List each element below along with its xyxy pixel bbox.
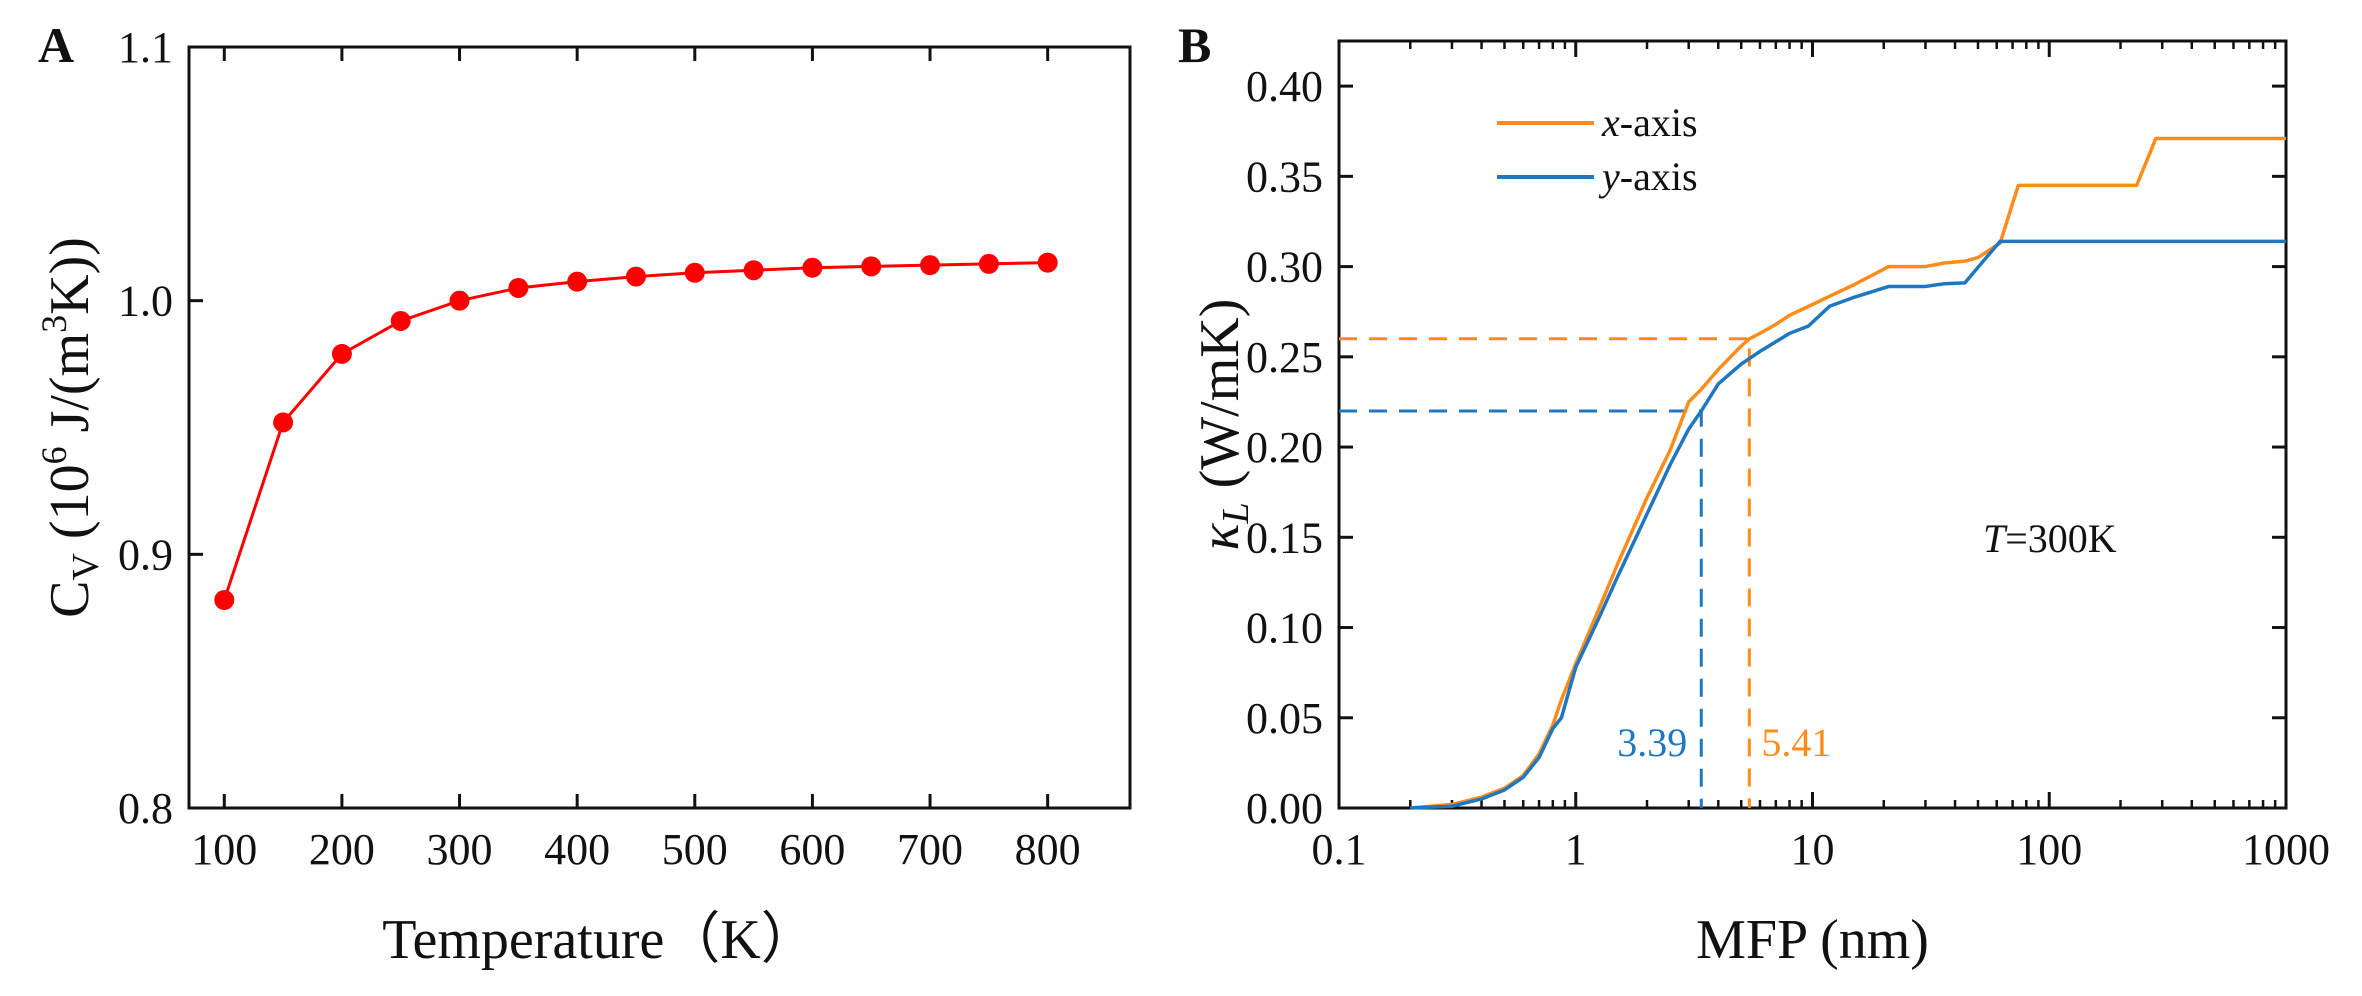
legend-entry: x-axis (1601, 100, 1698, 145)
x-tick-label: 400 (544, 825, 610, 874)
series-line (222, 261, 1048, 601)
legend-label-italic: x (1601, 100, 1620, 145)
annotation-value: =300K (2005, 516, 2117, 561)
y-tick-label: 0.00 (1246, 784, 1323, 833)
panel-a: A 100 200 300 400 500 600 700 800 0.8 0.9 1.0 1.1 Tem… (34, 17, 1132, 971)
y-tick-label: 0.35 (1246, 152, 1323, 201)
series-line-y-axis (1410, 239, 2286, 810)
y-label-rest: (W/mK) (1189, 299, 1251, 503)
y-tick-label: 0.8 (118, 784, 173, 833)
y-tick-label: 0.05 (1246, 694, 1323, 743)
y-label-main: C (39, 581, 101, 618)
plot-frame (1337, 39, 2288, 810)
y-label-part: J/(m (39, 333, 101, 447)
data-point (1037, 252, 1058, 273)
x-tick-label: 1 (1565, 825, 1587, 874)
y-label-sub: V (65, 553, 107, 581)
y-tick-label: 0.20 (1246, 423, 1323, 472)
guide-line (1339, 337, 1751, 808)
data-point (508, 277, 529, 298)
data-point (684, 262, 705, 283)
x-tick-label: 100 (191, 825, 257, 874)
y-axis-label: κL (W/mK) (1189, 299, 1257, 551)
data-point (625, 266, 646, 287)
y-label-part: (10 (39, 464, 101, 553)
x-tick-label: 600 (779, 825, 845, 874)
data-point (273, 412, 294, 433)
y-tick-label: 0.10 (1246, 604, 1323, 653)
x-tick-label: 200 (309, 825, 375, 874)
temperature-annotation: T=300K (1983, 516, 2117, 561)
y-label-sub: L (1215, 502, 1257, 524)
plot-frame (187, 45, 1132, 810)
x-tick-label: 300 (427, 825, 493, 874)
data-point (567, 271, 588, 292)
y-tick-label: 0.15 (1246, 513, 1323, 562)
data-point (920, 255, 941, 276)
y-tick-label: 1.0 (118, 277, 173, 326)
data-point (214, 589, 235, 610)
data-point (449, 290, 470, 311)
y-axis-label: CV (106 J/(m3K)) (34, 237, 107, 618)
data-point (978, 253, 999, 274)
y-tick-label: 0.25 (1246, 333, 1323, 382)
guide-label: 5.41 (1761, 720, 1831, 765)
data-point (390, 310, 411, 331)
x-tick-label: 100 (2016, 825, 2082, 874)
annotation-symbol: T (1983, 516, 2008, 561)
legend-label-italic: y (1598, 154, 1620, 199)
data-point (743, 260, 764, 281)
data-point (861, 256, 882, 277)
x-tick-label: 500 (662, 825, 728, 874)
panel-label: B (1178, 17, 1211, 73)
y-label-part: K)) (39, 237, 101, 315)
y-label-sup: 6 (34, 446, 74, 464)
y-label-sup: 3 (34, 315, 74, 333)
x-tick-label: 10 (1791, 825, 1835, 874)
data-point (802, 257, 823, 278)
legend-label: -axis (1620, 154, 1698, 199)
x-axis-label: MFP (nm) (1696, 909, 1929, 971)
y-tick-label: 0.40 (1246, 62, 1323, 111)
y-label-main: κ (1189, 522, 1251, 550)
y-tick-label: 0.30 (1246, 243, 1323, 292)
y-tick-label: 1.1 (118, 23, 173, 72)
legend-label: -axis (1620, 100, 1698, 145)
legend-entry: y-axis (1598, 154, 1698, 199)
x-axis-label: Temperature（K） (382, 909, 817, 971)
guide-label: 3.39 (1617, 720, 1687, 765)
x-tick-label: 700 (897, 825, 963, 874)
data-point (331, 343, 352, 364)
panel-label: A (38, 17, 74, 73)
panel-b: B 0.1 1 10 100 1000 0.00 0.05 0.10 0.15 0.20 0.25 0.… (1178, 17, 2330, 971)
x-tick-label: 800 (1015, 825, 1081, 874)
x-tick-label: 0.1 (1312, 825, 1367, 874)
y-tick-label: 0.9 (118, 530, 173, 579)
x-tick-label: 1000 (2242, 825, 2330, 874)
series-line-x-axis (1410, 136, 2286, 810)
